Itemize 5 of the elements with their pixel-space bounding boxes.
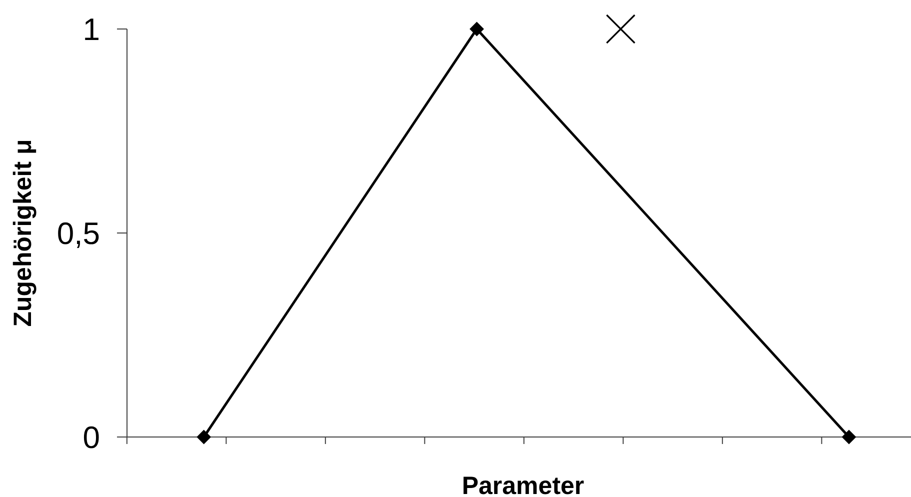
y-tick-label: 0	[82, 420, 100, 455]
y-tick-label: 0,5	[56, 216, 100, 251]
x-axis-title: Parameter	[462, 472, 584, 497]
y-axis-title: Zugehörigkeit μ	[9, 139, 37, 327]
y-tick-label: 1	[82, 12, 100, 47]
